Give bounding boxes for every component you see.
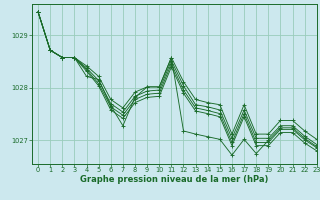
X-axis label: Graphe pression niveau de la mer (hPa): Graphe pression niveau de la mer (hPa) [80, 175, 268, 184]
